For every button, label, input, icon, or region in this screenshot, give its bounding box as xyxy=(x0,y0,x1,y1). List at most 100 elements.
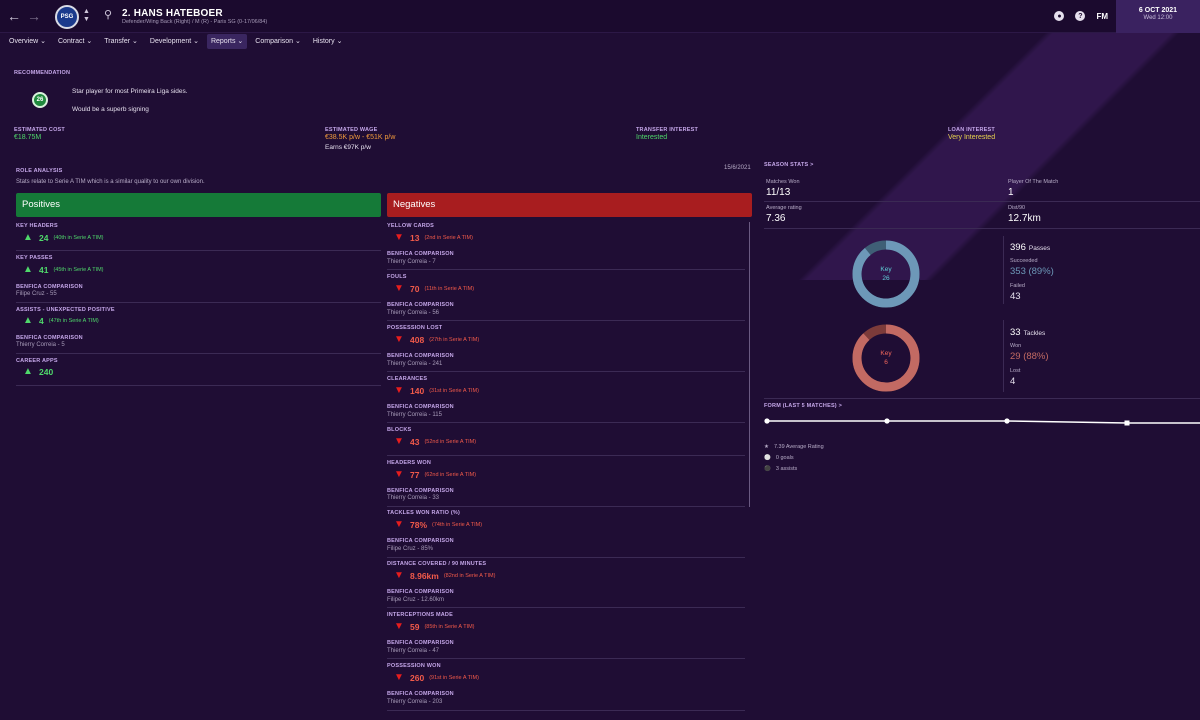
negative-stat-label: CLEARANCES xyxy=(387,376,428,382)
matches-won-label: Matches Won xyxy=(766,179,800,185)
divider xyxy=(387,658,745,659)
negative-stat-value: 78% xyxy=(410,519,428,530)
negative-stat-label: BLOCKS xyxy=(387,427,412,433)
negative-stat-value: 43 xyxy=(410,436,420,447)
season-stats-link[interactable]: SEASON STATS > xyxy=(764,162,814,168)
form-match-point[interactable] xyxy=(764,418,770,424)
form-line xyxy=(767,420,1200,424)
divider xyxy=(387,607,745,608)
menu-comparison[interactable]: Comparison ⌄ xyxy=(255,38,301,45)
form-match-point[interactable] xyxy=(884,418,890,424)
negative-stat-rank: (11th in Serie A TIM) xyxy=(424,285,475,292)
legend-rating-text: 7.39 Average Rating xyxy=(773,444,824,450)
current-day-time: Wed 12:00 xyxy=(1143,15,1173,21)
positive-stat-row[interactable]: ▲ 24 (40th in Serie A TIM) xyxy=(22,232,103,243)
negatives-header-label: Negatives xyxy=(393,199,436,210)
form-match-point[interactable] xyxy=(1004,418,1010,424)
search-icon[interactable]: ⚲ xyxy=(104,9,113,21)
negative-stat-value: 70 xyxy=(410,283,420,294)
menu-transfer[interactable]: Transfer ⌄ xyxy=(104,38,138,45)
menu-history[interactable]: History ⌄ xyxy=(312,38,343,45)
divider xyxy=(387,455,745,456)
menu-development-label: Development xyxy=(149,38,192,45)
passes-total: 396 Passes xyxy=(1010,242,1050,253)
menu-development[interactable]: Development ⌄ xyxy=(149,38,199,45)
divider xyxy=(387,371,745,372)
player-switch-icon[interactable]: ▲ ▼ xyxy=(83,8,90,23)
form-link[interactable]: FORM (LAST 5 MATCHES) > xyxy=(764,403,842,409)
thumbs-down-icon: ▼ xyxy=(394,334,404,345)
menu-contract[interactable]: Contract ⌄ xyxy=(58,38,93,45)
thumbs-down-icon: ▼ xyxy=(394,232,404,243)
thumbs-up-icon: ▲ xyxy=(23,232,33,243)
negative-stat-row[interactable]: ▼ 140 (31st in Serie A TIM) xyxy=(393,385,479,396)
help-icon[interactable]: ? xyxy=(1075,11,1086,21)
menu-overview[interactable]: Overview ⌄ xyxy=(9,38,46,45)
negative-stat-row[interactable]: ▼ 8.96km (82nd in Serie A TIM) xyxy=(393,570,495,581)
average-rating-label: Average rating xyxy=(766,205,802,211)
negative-stat-row[interactable]: ▼ 70 (11th in Serie A TIM) xyxy=(393,283,474,294)
divider xyxy=(387,506,745,507)
negative-stat-label: FOULS xyxy=(387,274,407,280)
club-crest[interactable]: PSG xyxy=(55,5,79,29)
negative-stat-row[interactable]: ▼ 260 (91st in Serie A TIM) xyxy=(393,672,479,683)
form-match-point[interactable] xyxy=(1124,420,1130,426)
forward-arrow-icon[interactable]: → xyxy=(27,8,41,24)
menu-reports-label: Reports xyxy=(210,38,236,45)
negative-stat-row[interactable]: ▼ 13 (2nd in Serie A TIM) xyxy=(393,232,473,243)
comparison-label: BENFICA COMPARISON xyxy=(387,404,454,410)
positive-stat-row[interactable]: ▲ 240 xyxy=(22,366,53,377)
menu-reports[interactable]: Reports ⌄ xyxy=(206,34,248,49)
ball-icon: ⚪ xyxy=(764,455,771,461)
tackles-won-label: Won xyxy=(1010,343,1022,349)
top-right-icons: ● ? FM xyxy=(1054,11,1108,21)
positive-stat-row[interactable]: ▲ 41 (45th in Serie A TIM) xyxy=(22,264,103,275)
divider xyxy=(16,302,381,303)
thumbs-down-icon: ▼ xyxy=(394,621,404,632)
divider xyxy=(16,250,381,251)
back-arrow-icon[interactable]: ← xyxy=(7,8,21,24)
legend-assists-text: 3 assists xyxy=(775,466,798,472)
passes-ring-value: 26 xyxy=(882,275,890,282)
negative-stat-row[interactable]: ▼ 408 (27th in Serie A TIM) xyxy=(393,334,479,345)
continue-date-box[interactable]: 6 OCT 2021 Wed 12:00 xyxy=(1116,0,1200,33)
negative-stat-rank: (82nd in Serie A TIM) xyxy=(443,572,496,579)
star-icon: ★ xyxy=(764,444,769,450)
negative-stat-row[interactable]: ▼ 78% (74th in Serie A TIM) xyxy=(393,519,482,530)
negative-stat-row[interactable]: ▼ 77 (62nd in Serie A TIM) xyxy=(393,469,476,480)
passes-ring-fill xyxy=(852,240,920,308)
negative-stat-rank: (27th in Serie A TIM) xyxy=(429,336,480,343)
tackles-lost-value: 4 xyxy=(1010,376,1016,387)
divider xyxy=(16,353,381,354)
role-analysis-subtitle: Stats relate to Serie A TIM which is a s… xyxy=(16,179,205,185)
estimated-wage-value: €38.5K p/w - €51K p/w xyxy=(325,134,396,141)
negative-stat-value: 13 xyxy=(410,232,420,243)
comparison-value: Thierry Correia - 5 xyxy=(16,342,65,348)
menu-overview-label: Overview xyxy=(9,38,39,45)
negative-stat-rank: (74th in Serie A TIM) xyxy=(432,521,483,528)
tackles-lost-label: Lost xyxy=(1010,368,1021,374)
negatives-scrollbar[interactable] xyxy=(749,222,750,507)
positive-stat-value: 4 xyxy=(39,315,44,326)
comparison-label: BENFICA COMPARISON xyxy=(387,538,454,544)
passes-succeeded-value: 353 (89%) xyxy=(1010,266,1054,277)
comparison-label: BENFICA COMPARISON xyxy=(387,302,454,308)
globe-icon[interactable]: ● xyxy=(1054,11,1065,21)
positive-stat-label: KEY PASSES xyxy=(16,255,53,261)
positive-stat-value: 41 xyxy=(39,264,49,275)
negative-stat-row[interactable]: ▼ 43 (52nd in Serie A TIM) xyxy=(393,436,476,447)
divider xyxy=(387,422,745,423)
negative-stat-label: POSSESSION LOST xyxy=(387,325,443,331)
negative-stat-rank: (85th in Serie A TIM) xyxy=(424,623,475,630)
thumbs-up-icon: ▲ xyxy=(23,366,33,377)
fm-logo[interactable]: FM xyxy=(1096,11,1108,21)
negative-stat-row[interactable]: ▼ 59 (85th in Serie A TIM) xyxy=(393,621,475,632)
passes-total-label: Passes xyxy=(1028,245,1051,252)
positive-stat-row[interactable]: ▲ 4 (47th in Serie A TIM) xyxy=(22,315,99,326)
negative-stat-label: TACKLES WON RATIO (%) xyxy=(387,510,461,516)
loan-interest-value: Very Interested xyxy=(948,134,996,141)
thumbs-down-icon: ▼ xyxy=(394,570,404,581)
comparison-value: Filipe Cruz - 85% xyxy=(387,546,434,552)
recommendation-badge: 26 xyxy=(32,92,48,108)
positive-stat-label: CAREER APPS xyxy=(16,358,58,364)
